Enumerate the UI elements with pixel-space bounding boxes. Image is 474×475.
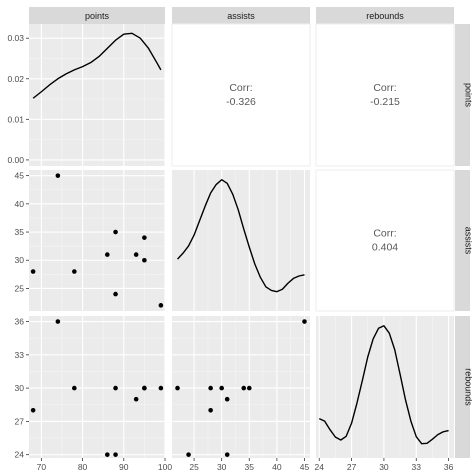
scatter-point	[113, 229, 118, 235]
x-tick-label-points: 70	[37, 462, 47, 472]
strip-right-label-rebounds: rebounds	[464, 368, 474, 406]
x-tick-label-assists: 45	[300, 462, 310, 472]
scatter-point	[208, 385, 213, 391]
strip-top-assists	[172, 7, 310, 24]
panel-rebounds-rebounds-grid	[318, 316, 450, 458]
y-tick-label-rebounds: 27	[15, 416, 25, 426]
panel-assists-assists-background	[172, 170, 310, 311]
x-tick-label-rebounds: 24	[315, 462, 325, 472]
strip-top-label-points: points	[85, 11, 110, 21]
strip-right-points	[455, 24, 470, 166]
panel-points-rebounds-background	[315, 23, 455, 167]
y-tick-label-assists: 35	[15, 227, 25, 237]
y-tick-label-rebounds: 24	[15, 450, 25, 460]
scatter-point	[105, 452, 110, 457]
panel-points-assists-background	[171, 23, 311, 167]
density-line-rebounds	[318, 325, 449, 445]
scatter-point	[113, 385, 118, 391]
density-line-assists	[177, 179, 305, 293]
strip-top-label-rebounds: rebounds	[366, 11, 404, 21]
x-tick-label-rebounds: 33	[412, 462, 422, 472]
scatter-point	[113, 452, 118, 457]
scatter-point	[72, 269, 77, 274]
scatter-point	[158, 385, 164, 391]
scatter-point	[302, 319, 307, 324]
scatter-point	[219, 385, 224, 391]
panel-points-points-grid	[29, 24, 166, 166]
corr-label: Corr:	[373, 82, 396, 94]
x-tick-label-points: 100	[158, 462, 172, 472]
panel-rebounds-rebounds-background	[316, 316, 454, 458]
scatter-point	[241, 385, 247, 391]
strip-top-label-assists: assists	[227, 11, 255, 21]
x-tick-label-points: 80	[78, 462, 88, 472]
y-tick-label-assists: 25	[15, 283, 25, 293]
scatter-point	[105, 252, 110, 257]
y-tick-label-points: 0.02	[7, 74, 24, 84]
panel-rebounds-assists-background	[172, 316, 310, 458]
panel-assists-points-grid	[29, 170, 166, 311]
panel-assists-assists-grid	[193, 170, 306, 311]
y-tick-label-rebounds: 30	[15, 383, 25, 393]
x-tick-label-assists: 30	[217, 462, 227, 472]
scatter-point	[186, 452, 191, 457]
scatter-point	[246, 385, 252, 391]
strip-right-rebounds	[455, 316, 470, 458]
y-tick-label-rebounds: 33	[15, 350, 25, 360]
scatter-point	[55, 173, 61, 178]
scatter-point	[224, 396, 230, 402]
panel-assists-rebounds-background	[315, 169, 455, 312]
panel-rebounds-points-background	[29, 316, 165, 458]
density-line-points	[32, 32, 162, 99]
panel-points-points-background	[29, 24, 165, 166]
y-tick-label-points: 0.03	[7, 33, 24, 43]
scatter-point	[133, 396, 139, 402]
corr-value: -0.326	[226, 96, 256, 108]
scatter-point	[30, 269, 36, 274]
x-tick-label-rebounds: 27	[347, 462, 357, 472]
scatter-point	[133, 252, 139, 257]
corr-value: -0.215	[370, 96, 400, 108]
x-tick-label-assists: 40	[272, 462, 282, 472]
y-tick-label-rebounds: 36	[15, 317, 25, 327]
x-tick-label-points: 90	[119, 462, 129, 472]
panel-assists-points-background	[29, 170, 165, 311]
x-tick-label-assists: 25	[189, 462, 199, 472]
y-tick-label-points: 0.00	[7, 155, 24, 165]
scatter-point	[113, 291, 118, 297]
y-tick-label-assists: 45	[15, 171, 25, 181]
corr-value: 0.404	[372, 242, 398, 254]
scatter-point	[158, 303, 164, 308]
corr-label: Corr:	[229, 82, 252, 94]
scatter-point	[30, 408, 36, 413]
scatter-point	[208, 408, 213, 413]
y-tick-label-assists: 30	[15, 255, 25, 265]
strip-right-assists	[455, 170, 470, 311]
scatter-point	[224, 452, 230, 457]
strip-top-points	[29, 7, 165, 24]
y-tick-label-assists: 40	[15, 199, 25, 209]
scatter-point	[175, 385, 180, 391]
x-tick-label-assists: 35	[245, 462, 255, 472]
scatter-point	[55, 319, 61, 324]
scatter-point	[72, 385, 77, 391]
strip-right-label-points: points	[464, 83, 474, 108]
panel-rebounds-points-grid	[29, 316, 166, 458]
x-tick-label-rebounds: 30	[379, 462, 389, 472]
corr-label: Corr:	[373, 228, 396, 240]
x-tick-label-rebounds: 36	[444, 462, 454, 472]
scatter-point	[142, 257, 147, 263]
strip-right-label-assists: assists	[464, 227, 474, 255]
strip-top-rebounds	[316, 7, 454, 24]
y-tick-label-points: 0.01	[7, 114, 24, 124]
scatter-point	[142, 235, 147, 240]
scatter-point	[142, 385, 147, 391]
